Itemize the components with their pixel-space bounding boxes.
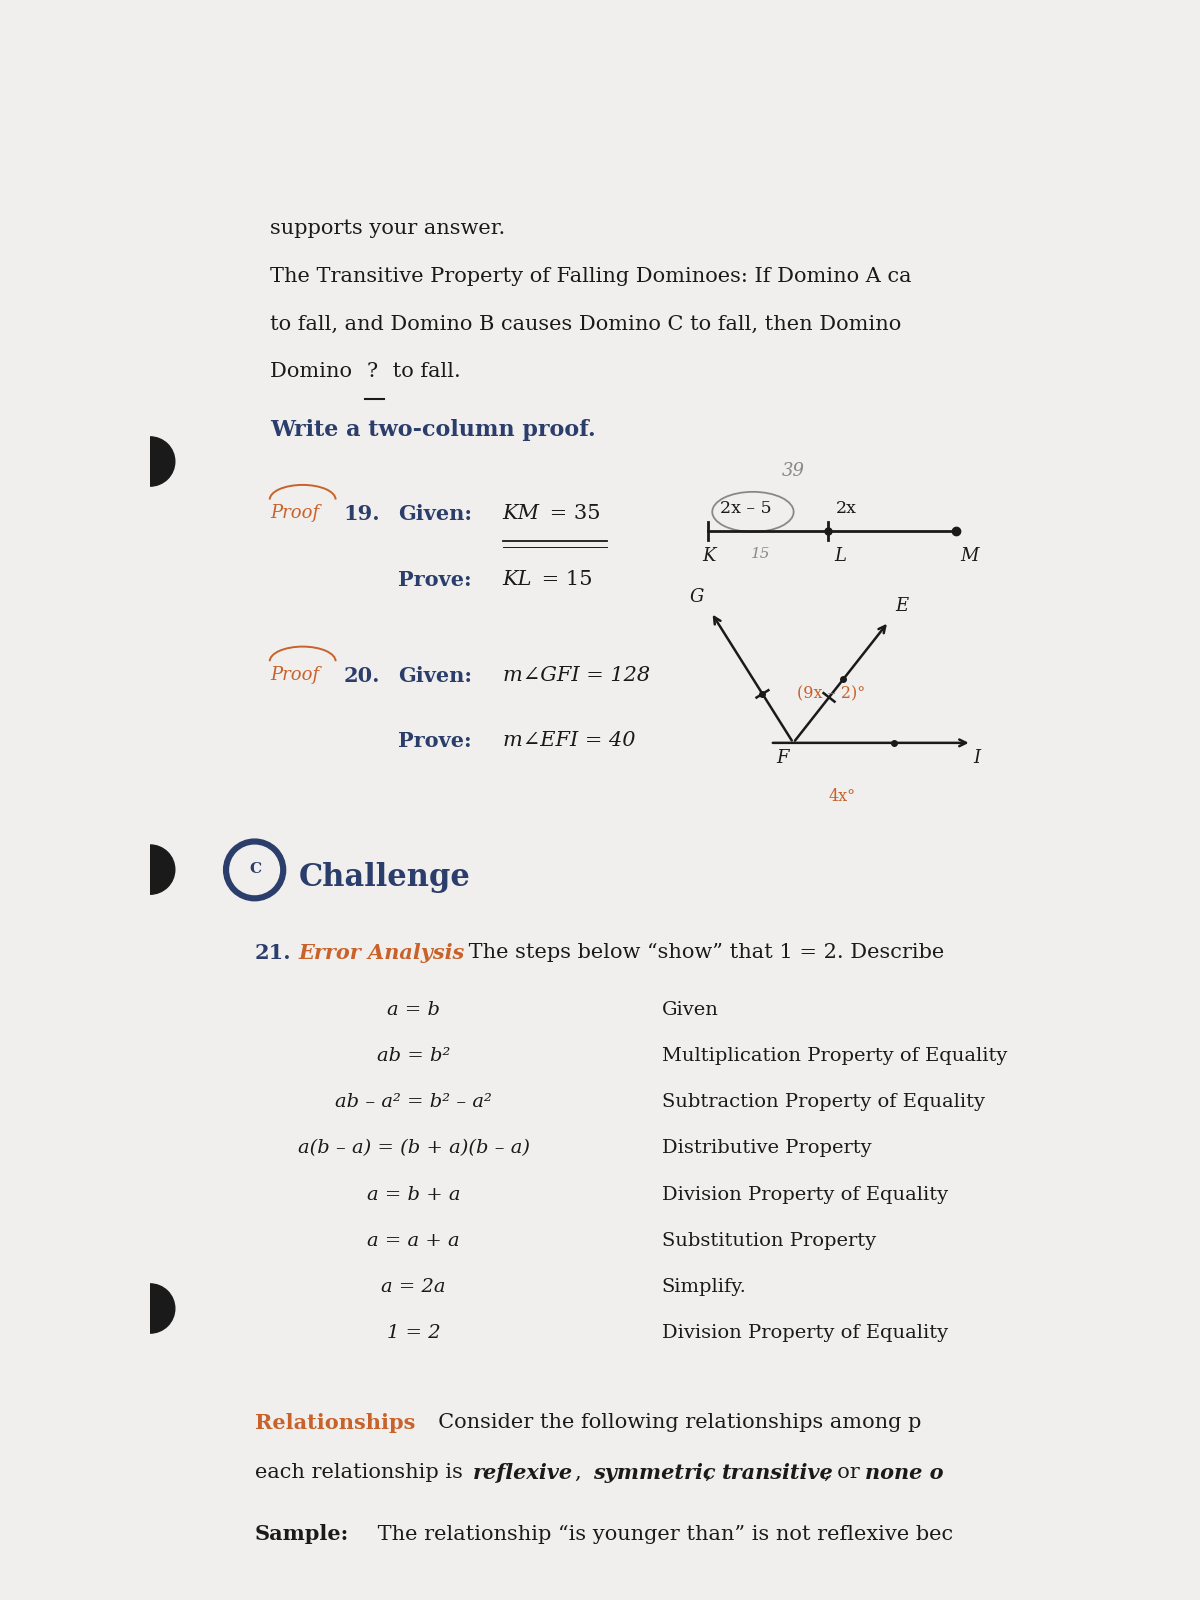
Text: C: C xyxy=(250,862,262,877)
Text: Prove:: Prove: xyxy=(398,731,472,752)
Text: = 35: = 35 xyxy=(542,504,600,523)
Text: ab = b²: ab = b² xyxy=(377,1046,450,1066)
Text: Division Property of Equality: Division Property of Equality xyxy=(661,1325,948,1342)
Text: supports your answer.: supports your answer. xyxy=(270,219,505,238)
Text: ?: ? xyxy=(367,362,378,381)
Text: Given:: Given: xyxy=(398,666,472,686)
Text: Multiplication Property of Equality: Multiplication Property of Equality xyxy=(661,1046,1007,1066)
Text: Subtraction Property of Equality: Subtraction Property of Equality xyxy=(661,1093,984,1112)
Text: The Transitive Property of Falling Dominoes: If Domino A ca: The Transitive Property of Falling Domin… xyxy=(270,267,912,286)
Text: Relationships: Relationships xyxy=(254,1413,415,1432)
Text: F: F xyxy=(776,749,788,766)
Text: The steps below “show” that 1 = 2. Describe: The steps below “show” that 1 = 2. Descr… xyxy=(462,942,943,962)
Text: Sample:: Sample: xyxy=(254,1525,349,1544)
Circle shape xyxy=(125,845,175,894)
Circle shape xyxy=(230,845,280,894)
Text: 20.: 20. xyxy=(343,666,380,686)
Text: Write a two-column proof.: Write a two-column proof. xyxy=(270,419,595,442)
Text: a = b + a: a = b + a xyxy=(367,1186,461,1203)
Text: each relationship is: each relationship is xyxy=(254,1462,469,1482)
Text: to fall, and Domino B causes Domino C to fall, then Domino: to fall, and Domino B causes Domino C to… xyxy=(270,315,901,333)
Text: symmetric: symmetric xyxy=(593,1462,715,1483)
Circle shape xyxy=(223,838,286,901)
Text: KL: KL xyxy=(503,570,532,589)
Text: 21.: 21. xyxy=(254,942,292,963)
Text: m∠GFI = 128: m∠GFI = 128 xyxy=(503,666,649,685)
Text: ,: , xyxy=(704,1462,718,1482)
Text: ab – a² = b² – a²: ab – a² = b² – a² xyxy=(335,1093,492,1112)
Text: Error Analysis: Error Analysis xyxy=(299,942,466,963)
Text: The relationship “is younger than” is not reflexive bec: The relationship “is younger than” is no… xyxy=(371,1525,953,1544)
Text: Consider the following relationships among p: Consider the following relationships amo… xyxy=(425,1413,922,1432)
Text: 4x°: 4x° xyxy=(828,787,856,805)
Text: 2x – 5: 2x – 5 xyxy=(720,501,772,517)
Text: Domino: Domino xyxy=(270,362,359,381)
Text: Distributive Property: Distributive Property xyxy=(661,1139,871,1157)
Text: 1 = 2: 1 = 2 xyxy=(386,1325,440,1342)
Text: a = 2a: a = 2a xyxy=(382,1278,445,1296)
Text: , or: , or xyxy=(824,1462,866,1482)
Text: Simplify.: Simplify. xyxy=(661,1278,746,1296)
Text: Challenge: Challenge xyxy=(299,862,470,893)
Text: a = b: a = b xyxy=(386,1002,440,1019)
Text: = 15: = 15 xyxy=(535,570,593,589)
Text: 39: 39 xyxy=(781,462,805,480)
Circle shape xyxy=(125,1283,175,1333)
Text: 19.: 19. xyxy=(343,504,380,525)
Text: Proof: Proof xyxy=(270,666,319,683)
Text: ,: , xyxy=(576,1462,589,1482)
Text: to fall.: to fall. xyxy=(386,362,461,381)
Text: a(b – a) = (b + a)(b – a): a(b – a) = (b + a)(b – a) xyxy=(298,1139,529,1157)
Text: 15: 15 xyxy=(751,547,770,560)
Text: E: E xyxy=(895,597,908,616)
Text: Proof: Proof xyxy=(270,504,319,522)
Text: Substitution Property: Substitution Property xyxy=(661,1232,876,1250)
Text: I: I xyxy=(973,749,980,766)
Text: KM: KM xyxy=(503,504,540,523)
Text: Division Property of Equality: Division Property of Equality xyxy=(661,1186,948,1203)
Circle shape xyxy=(125,437,175,486)
Text: Prove:: Prove: xyxy=(398,570,472,590)
Text: transitive: transitive xyxy=(722,1462,834,1483)
Text: a = a + a: a = a + a xyxy=(367,1232,460,1250)
Text: K: K xyxy=(702,547,715,565)
Text: reflexive: reflexive xyxy=(473,1462,574,1483)
Text: M: M xyxy=(960,547,978,565)
Text: m∠EFI = 40: m∠EFI = 40 xyxy=(503,731,635,750)
Text: 2x: 2x xyxy=(836,501,857,517)
Text: L: L xyxy=(834,547,846,565)
Text: none o: none o xyxy=(864,1462,943,1483)
Text: (9x – 2)°: (9x – 2)° xyxy=(797,686,865,702)
Text: Given: Given xyxy=(661,1002,719,1019)
Text: G: G xyxy=(690,589,703,606)
Text: Given:: Given: xyxy=(398,504,472,525)
